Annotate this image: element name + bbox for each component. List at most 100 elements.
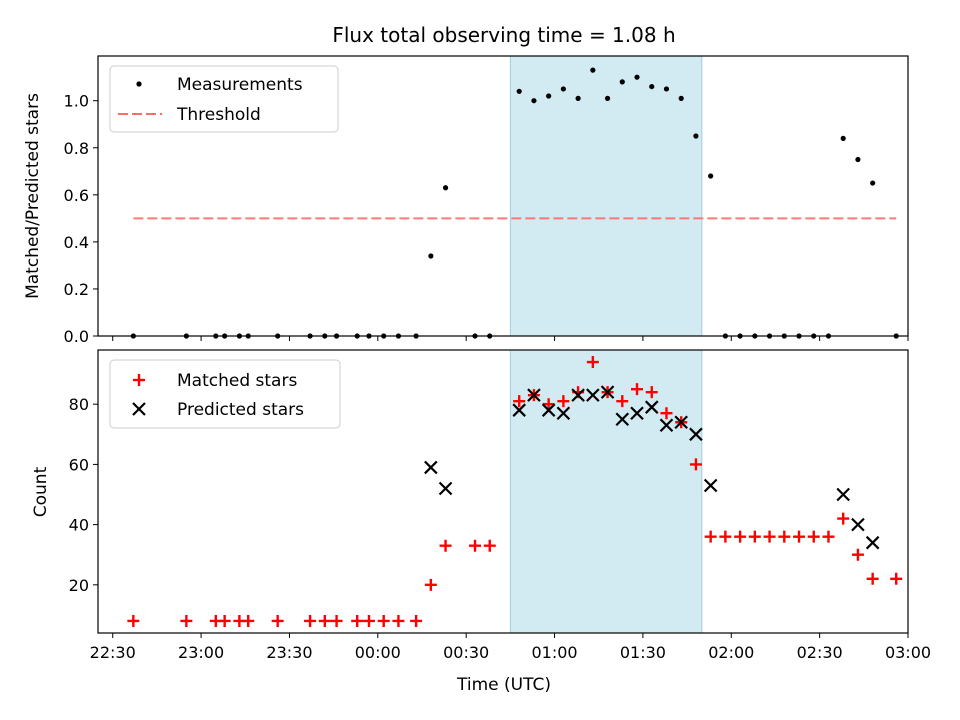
measurement-point: [870, 180, 876, 186]
x-axis-label: Time (UTC): [456, 675, 551, 695]
matched-star-point: [304, 614, 317, 627]
top-y-tick-label: 0.2: [64, 280, 89, 299]
bottom-shaded-interval: [510, 350, 702, 633]
measurement-point: [604, 95, 611, 101]
matched-star-point: [180, 614, 193, 627]
top-y-tick-label: 0.4: [64, 233, 89, 252]
measurement-point: [428, 253, 434, 259]
matched-star-point: [586, 356, 599, 369]
predicted-star-point: [600, 385, 615, 399]
bottom-x-ticks: 22:30 23:00 23:30 00:00 00:30 01:00 01:30 02:00…: [90, 633, 931, 662]
predicted-star-point: [424, 460, 438, 475]
matched-star-point: [362, 614, 375, 627]
matched-star-point: [704, 530, 717, 543]
matched-star-point: [513, 395, 526, 408]
predicted-star-point: [659, 418, 674, 433]
measurement-point: [442, 185, 449, 191]
matched-legend-marker: [133, 374, 145, 386]
matched-star-point: [542, 398, 555, 411]
bottom-y-tick-label: 80: [69, 395, 89, 414]
matched-star-point: [763, 530, 776, 543]
bottom-y-tick-label: 40: [69, 516, 89, 535]
predicted-star-point: [703, 478, 718, 493]
bottom-y-ticks: 20 40 60 80: [69, 395, 98, 595]
measurement-point: [590, 67, 596, 73]
measurement-point: [634, 74, 640, 80]
x-tick-label: 03:00: [885, 643, 931, 662]
matched-star-point: [483, 539, 496, 552]
matched-star-point: [127, 614, 140, 627]
measurement-point: [546, 93, 552, 99]
bottom-legend-box: [109, 359, 341, 429]
matched-star-point: [330, 614, 343, 627]
predicted-star-point: [865, 535, 880, 550]
top-axes-frame: [97, 55, 909, 337]
matched-star-point: [778, 530, 791, 543]
bottom-y-tick-label: 60: [69, 455, 89, 474]
x-tick-label: 02:30: [797, 643, 843, 662]
matched-star-point: [439, 539, 452, 552]
measurement-point: [560, 86, 566, 92]
predicted-star-point: [512, 403, 526, 417]
bottom-y-tick-label: 20: [69, 576, 89, 595]
measurement-point: [619, 79, 625, 85]
matched-star-point: [890, 572, 903, 585]
matched-star-point: [807, 530, 820, 543]
matched-legend-label: Matched stars: [177, 371, 297, 391]
predicted-star-point: [644, 400, 659, 414]
matched-star-point: [318, 614, 331, 627]
matched-star-point: [631, 383, 644, 396]
top-y-tick-label: 0.0: [64, 327, 89, 346]
predicted-star-point: [541, 403, 556, 417]
top-x-ticks: [112, 336, 909, 341]
top-y-tick-label: 1.0: [64, 92, 89, 111]
bottom-legend: Matched stars Predicted stars: [109, 359, 341, 429]
matched-star-point: [822, 530, 835, 543]
top-y-tick-label: 0.8: [64, 139, 89, 158]
x-tick-label: 00:30: [443, 643, 489, 662]
top-panel: 0.0 0.2 0.4 0.6 0.8 1.0 Matched/Predicted sta…: [23, 55, 909, 346]
top-y-axis-label: Matched/Predicted stars: [23, 93, 43, 299]
threshold-legend-label: Threshold: [176, 105, 261, 125]
predicted-star-point: [836, 487, 850, 502]
predicted-star-point: [527, 388, 541, 402]
top-y-ticks: 0.0 0.2 0.4 0.6 0.8 1.0: [64, 92, 98, 346]
matched-star-point: [837, 512, 850, 525]
x-tick-label: 23:00: [178, 643, 224, 662]
matched-star-point: [851, 548, 864, 561]
matched-star-point: [392, 614, 405, 627]
predicted-stars-points: [424, 385, 880, 550]
measurement-point: [516, 88, 522, 94]
predicted-star-point: [571, 388, 585, 402]
predicted-star-point: [438, 481, 453, 496]
predicted-star-point: [630, 406, 644, 421]
matched-star-point: [469, 539, 482, 552]
matched-star-point: [424, 578, 437, 591]
x-tick-label: 02:00: [708, 643, 754, 662]
matched-star-point: [748, 530, 761, 543]
top-legend-box: [109, 65, 339, 133]
x-tick-label: 22:30: [90, 643, 136, 662]
measurement-point: [663, 86, 670, 92]
top-y-tick-label: 0.6: [64, 186, 89, 205]
measurement-point: [649, 83, 655, 90]
predicted-legend-label: Predicted stars: [177, 400, 304, 420]
x-tick-label: 23:30: [266, 643, 312, 662]
matched-star-point: [660, 407, 673, 420]
predicted-star-point: [851, 517, 865, 532]
measurement-point: [840, 135, 846, 141]
measurement-point: [531, 98, 537, 104]
matched-star-point: [866, 572, 879, 585]
predicted-star-point: [689, 427, 703, 442]
matched-star-point: [616, 395, 629, 408]
top-legend: Measurements Threshold: [109, 65, 339, 133]
chart-title: Flux total observing time = 1.08 h: [332, 23, 675, 47]
matched-star-point: [734, 530, 747, 543]
matched-star-point: [410, 614, 423, 627]
bottom-panel: 20 40 60 80 22:30 23:00 23:30 00:00 00:30 01:00 0…: [31, 349, 931, 695]
predicted-star-point: [556, 406, 571, 421]
matched-star-point: [271, 614, 284, 627]
matched-star-point: [351, 614, 364, 627]
measurement-point: [855, 156, 861, 163]
